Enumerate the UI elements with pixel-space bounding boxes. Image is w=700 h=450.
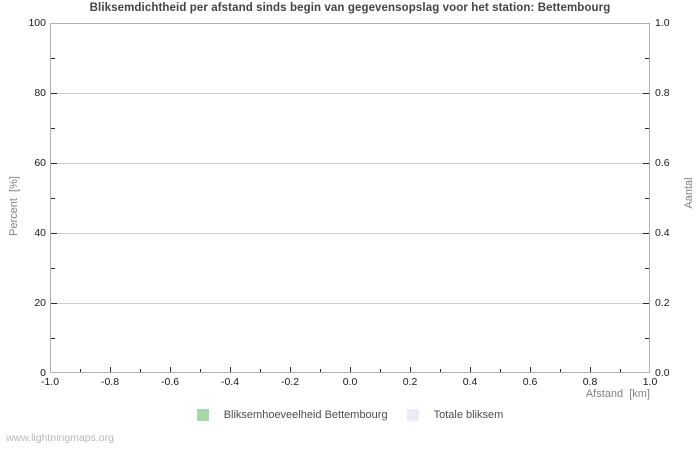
x-major-tick (590, 367, 591, 372)
y-minor-tick-left (51, 338, 55, 339)
y-tick-label-left: 0 (40, 367, 46, 379)
y-minor-tick-right (645, 198, 649, 199)
y-axis-right-label: Aantal (683, 177, 695, 209)
x-minor-tick (320, 369, 321, 372)
x-minor-tick (380, 369, 381, 372)
y-minor-tick-left (51, 268, 55, 269)
gridline (51, 303, 649, 304)
x-tick-label: 0.4 (462, 376, 478, 388)
x-minor-tick (200, 369, 201, 372)
y-major-tick-right (643, 163, 649, 164)
gridline (51, 93, 649, 94)
x-major-tick (530, 367, 531, 372)
y-tick-label-right: 0.6 (655, 157, 670, 169)
x-minor-tick (620, 369, 621, 372)
x-tick-label: 0.2 (402, 376, 418, 388)
x-major-tick (290, 367, 291, 372)
x-minor-tick (80, 369, 81, 372)
x-major-tick (410, 367, 411, 372)
y-tick-label-left: 100 (28, 17, 46, 29)
x-tick-label: -0.6 (160, 376, 180, 388)
legend-item-station: Bliksemhoeveelheid Bettembourg (196, 408, 388, 422)
y-minor-tick-right (645, 128, 649, 129)
y-minor-tick-left (51, 128, 55, 129)
gridline (51, 233, 649, 234)
legend-label-total: Totale bliksem (433, 409, 504, 421)
y-tick-label-right: 1.0 (655, 17, 670, 29)
y-tick-label-right: 0.0 (655, 367, 670, 379)
y-tick-label-right: 0.4 (655, 227, 670, 239)
x-major-tick (170, 367, 171, 372)
x-minor-tick (260, 369, 261, 372)
y-tick-label-right: 0.2 (655, 297, 670, 309)
legend-swatch-station (196, 409, 209, 421)
x-tick-label: 0.8 (582, 376, 598, 388)
y-tick-label-left: 40 (34, 227, 46, 239)
y-minor-tick-left (51, 198, 55, 199)
y-major-tick-left (51, 303, 57, 304)
legend-label-station: Bliksemhoeveelheid Bettembourg (223, 409, 388, 421)
legend-item-total: Totale bliksem (406, 408, 504, 422)
x-minor-tick (440, 369, 441, 372)
y-major-tick-right (643, 93, 649, 94)
y-major-tick-left (51, 233, 57, 234)
watermark-link: www.lightningmaps.org (6, 432, 114, 444)
legend-swatch-total (406, 409, 419, 421)
x-minor-tick (140, 369, 141, 372)
x-tick-label: -0.8 (100, 376, 120, 388)
y-axis-left-label: Percent [%] (8, 176, 20, 236)
chart-title: Bliksemdichtheid per afstand sinds begin… (89, 2, 611, 14)
y-tick-label-right: 0.8 (655, 87, 670, 99)
y-minor-tick-right (645, 338, 649, 339)
x-tick-label: 0.0 (342, 376, 358, 388)
x-tick-label: 1.0 (642, 376, 658, 388)
gridline (51, 163, 649, 164)
x-axis-label: Afstand [km] (585, 388, 650, 400)
y-minor-tick-right (645, 268, 649, 269)
y-tick-label-left: 60 (34, 157, 46, 169)
y-major-tick-left (51, 163, 57, 164)
x-major-tick (110, 367, 111, 372)
y-minor-tick-left (51, 58, 55, 59)
x-tick-label: -0.2 (280, 376, 300, 388)
x-major-tick (470, 367, 471, 372)
x-major-tick (230, 367, 231, 372)
x-minor-tick (500, 369, 501, 372)
y-tick-label-left: 80 (34, 87, 46, 99)
x-tick-label: -0.4 (220, 376, 240, 388)
plot-area (50, 23, 650, 373)
y-tick-label-left: 20 (34, 297, 46, 309)
x-major-tick (350, 367, 351, 372)
x-tick-label: -1.0 (40, 376, 60, 388)
y-major-tick-right (643, 233, 649, 234)
y-major-tick-right (643, 303, 649, 304)
x-tick-label: 0.6 (522, 376, 538, 388)
y-minor-tick-right (645, 58, 649, 59)
x-minor-tick (560, 369, 561, 372)
y-major-tick-left (51, 93, 57, 94)
legend: Bliksemhoeveelheid Bettembourg Totale bl… (0, 407, 700, 423)
